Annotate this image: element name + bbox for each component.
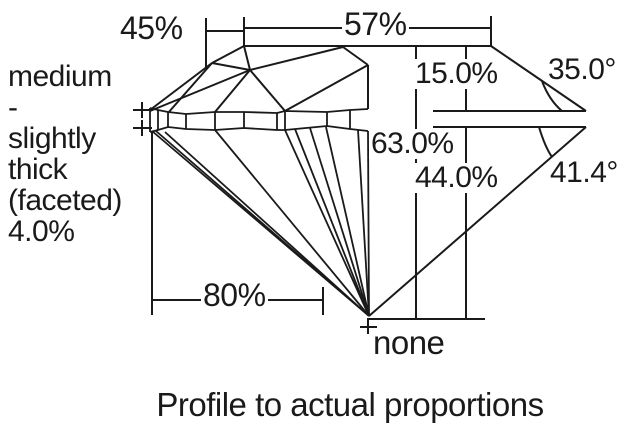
table-size-label: 57% [342, 6, 409, 42]
girdle-label-line: thick [8, 153, 68, 186]
girdle-reference-marks [133, 102, 152, 136]
pavilion-angle-arc [538, 126, 553, 158]
pavilion-facets [151, 126, 370, 317]
crown-angle-arc [541, 80, 563, 112]
culet-label: none [373, 324, 445, 361]
crown-facets [149, 45, 369, 114]
girdle-thickness-label: medium - slightly thick (faceted) 4.0% [8, 61, 122, 247]
girdle-label-line: (faceted) [8, 184, 122, 217]
pavilion-depth-label: 44.0% [413, 161, 500, 194]
star-length-label: 45% [120, 10, 183, 46]
culet-cross-mark [360, 318, 377, 334]
girdle-band [149, 107, 369, 133]
crown-angle-label: 35.0° [548, 53, 616, 86]
crown-height-label: 15.0% [413, 57, 500, 90]
pavilion-angle-line [368, 126, 587, 317]
diamond-wireframe [149, 45, 370, 317]
lower-girdle-label: 80% [201, 277, 268, 313]
crown-angle-line [490, 45, 587, 112]
pavilion-angle-label: 41.4° [550, 156, 618, 189]
girdle-label-line: 4.0% [8, 215, 75, 248]
girdle-label-line: medium [8, 60, 112, 93]
girdle-label-line: - [8, 91, 18, 124]
angle-schematic [368, 45, 587, 317]
diagram-caption: Profile to actual proportions [156, 386, 544, 423]
total-depth-label: 63.0% [369, 127, 456, 160]
girdle-label-line: slightly [8, 122, 96, 155]
